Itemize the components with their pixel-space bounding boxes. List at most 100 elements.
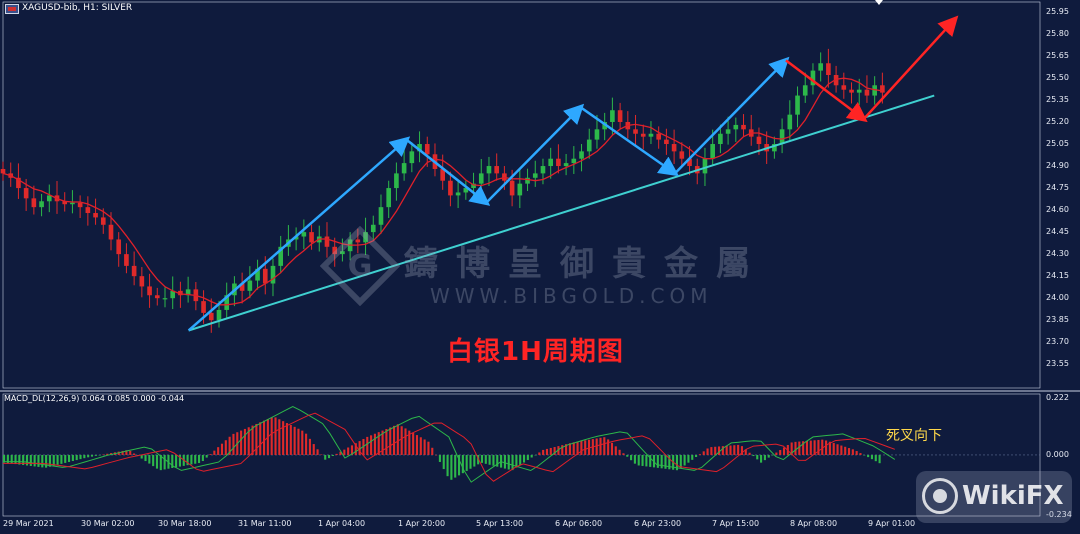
candle-body: [85, 207, 91, 214]
macd-histogram-bar: [461, 454, 464, 474]
macd-histogram-bar: [148, 454, 151, 464]
candle-body: [779, 129, 785, 145]
macd-histogram-bar: [775, 452, 778, 455]
macd-histogram-bar: [874, 454, 877, 462]
macd-histogram-bar: [350, 445, 354, 455]
macd-main-line: [3, 405, 896, 483]
macd-histogram-bar: [702, 451, 705, 455]
macd-histogram-bar: [568, 443, 571, 455]
candle-body: [332, 246, 338, 255]
death-cross-annotation: 死叉向下: [886, 428, 942, 444]
macd-histogram-bar: [224, 440, 227, 455]
candle-body: [124, 254, 129, 266]
candle-body: [440, 168, 446, 181]
macd-histogram-bar: [412, 432, 415, 455]
candle-body: [239, 283, 245, 291]
macd-histogram-bar: [805, 440, 809, 455]
candle-body: [664, 139, 669, 145]
macd-histogram-bar: [175, 454, 178, 468]
macd-histogram-bar: [144, 454, 147, 462]
wave-arrow: [674, 56, 790, 175]
macd-histogram-bar: [94, 454, 97, 456]
svg-text:G: G: [348, 249, 373, 284]
candle-body: [23, 188, 29, 199]
macd-histogram-bar: [473, 454, 476, 467]
macd-histogram-bar: [519, 454, 522, 466]
candle-body: [39, 201, 44, 208]
candle-body: [201, 301, 206, 313]
macd-histogram-bar: [431, 447, 434, 455]
macd-histogram-bar: [859, 453, 862, 455]
candle-body: [394, 173, 399, 189]
macd-histogram-bar: [622, 453, 625, 455]
candle-body: [355, 239, 361, 243]
macd-histogram-bar: [530, 454, 533, 458]
macd-histogram-bar: [308, 438, 311, 455]
candle-body: [818, 63, 823, 71]
candle-body: [640, 133, 646, 137]
macd-histogram-bar: [714, 446, 717, 455]
candle-body: [532, 173, 538, 178]
macd-histogram-bar: [358, 441, 361, 455]
shift-marker-icon[interactable]: [875, 0, 883, 5]
macd-histogram-bar: [415, 435, 419, 455]
macd-histogram-bar: [14, 454, 17, 465]
candle-body: [841, 85, 847, 90]
macd-histogram-bar: [675, 454, 679, 471]
macd-histogram-bar: [756, 454, 759, 460]
candle-body: [756, 136, 762, 145]
candle-body: [833, 75, 839, 86]
macd-histogram-bar: [335, 453, 338, 455]
macd-histogram-bar: [679, 454, 682, 469]
macd-histogram-bar: [155, 454, 159, 469]
macd-histogram-bar: [649, 454, 652, 467]
macd-histogram-bar: [553, 447, 556, 455]
macd-histogram-bar: [194, 454, 197, 464]
candle-body: [525, 177, 530, 184]
macd-histogram-bar: [262, 420, 266, 455]
macd-histogram-bar: [698, 454, 701, 455]
macd-histogram-bar: [457, 454, 461, 476]
time-tick: 6 Apr 06:00: [555, 519, 603, 528]
macd-histogram-bar: [851, 449, 854, 455]
macd-histogram-bar: [400, 426, 403, 455]
price-tick: 23.70: [1046, 337, 1069, 347]
macd-histogram-bar: [60, 454, 63, 464]
macd-histogram-bar: [840, 445, 843, 455]
candle-body: [31, 198, 37, 208]
macd-histogram-bar: [232, 433, 235, 455]
candle-body: [147, 286, 152, 296]
macd-histogram-bar: [817, 439, 820, 455]
macd-histogram-bar: [79, 454, 82, 460]
macd-histogram-bar: [197, 454, 201, 464]
candle-body: [741, 124, 746, 130]
macd-histogram-bar: [339, 451, 342, 455]
macd-histogram-bar: [538, 452, 541, 455]
candle-body: [170, 290, 176, 299]
price-tick: 25.35: [1046, 94, 1069, 104]
macd-histogram-bar: [664, 454, 667, 469]
candle-body: [324, 236, 330, 247]
macd-histogram-bar: [584, 440, 587, 455]
wikifx-logo-icon: [922, 478, 958, 514]
macd-histogram-bar: [29, 454, 32, 466]
candle-body: [116, 239, 122, 255]
macd-histogram-bar: [37, 454, 40, 467]
macd-histogram-bar: [98, 454, 101, 456]
macd-histogram-bar: [10, 454, 13, 464]
candle-body: [162, 298, 168, 300]
macd-histogram-bar: [247, 427, 250, 455]
macd-histogram-bar: [228, 436, 231, 455]
candle-body: [216, 309, 222, 321]
macd-histogram-bar: [48, 454, 51, 467]
price-tick: 23.85: [1046, 315, 1069, 325]
macd-histogram-bar: [251, 425, 254, 455]
macd-histogram-bar: [790, 442, 793, 455]
macd-histogram-bar: [618, 449, 621, 455]
candle-body: [849, 89, 854, 93]
macd-histogram-bar: [484, 454, 487, 464]
macd-histogram-bar: [220, 443, 224, 455]
candle-body: [255, 268, 260, 281]
macd-histogram-bar: [312, 444, 315, 455]
